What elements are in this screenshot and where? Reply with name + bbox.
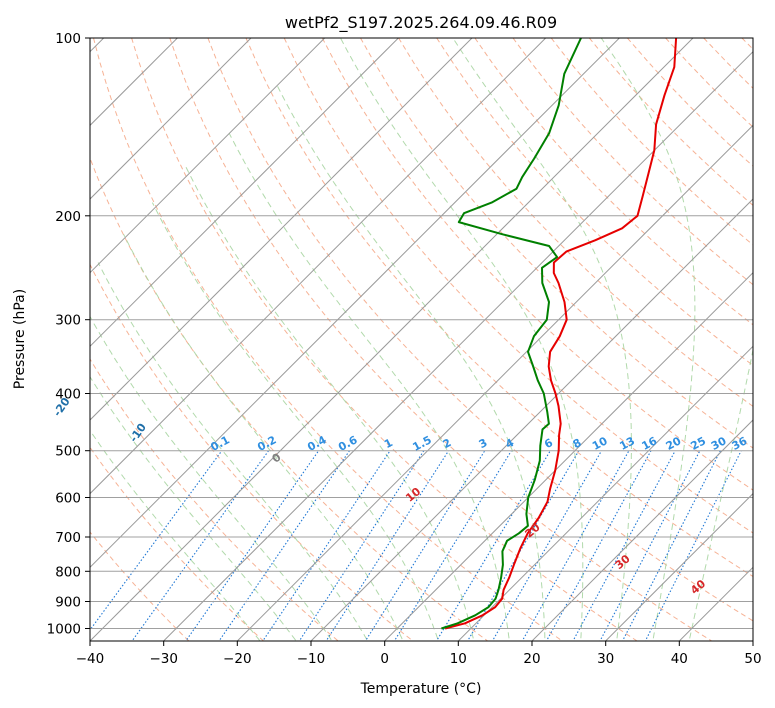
mixing-ratio-label: 36 <box>730 434 750 453</box>
x-tick-label: 40 <box>671 651 688 667</box>
dry-adiabat <box>90 263 414 641</box>
x-tick-label: −40 <box>76 651 105 667</box>
x-tick-label: −10 <box>297 651 326 667</box>
axis-ticks: −40 −30 −20 −10 0 10 20 30 40 50 1000 900 800 700 600 5… <box>47 31 762 667</box>
isotherm-line <box>383 271 753 641</box>
moist-adiabat <box>97 262 369 641</box>
moist-adiabat <box>452 38 632 641</box>
isotherm-line <box>162 50 753 641</box>
sounding-series <box>441 38 678 630</box>
dry-adiabat <box>90 358 339 641</box>
isotherm-line <box>90 38 621 569</box>
dry-adiabat <box>321 38 753 491</box>
y-tick-label: 200 <box>55 209 81 225</box>
mixing-ratio-line <box>491 450 602 641</box>
mixing-ratio-label: 10 <box>590 434 610 453</box>
moist-adiabat <box>688 347 753 641</box>
y-axis-label: Pressure (hPa) <box>12 289 28 389</box>
dry-adiabat <box>90 446 265 641</box>
isotherm-line <box>90 38 694 641</box>
dry-adiabat <box>169 38 713 641</box>
y-tick-label: 100 <box>55 31 81 47</box>
mixing-ratio-line <box>185 450 320 641</box>
mixing-ratio-line <box>298 450 425 641</box>
isotherm-line <box>457 345 753 641</box>
isotherm-line <box>310 198 753 641</box>
mixing-ratio-line <box>572 450 676 641</box>
y-tick-label: 500 <box>55 444 81 460</box>
y-tick-label: 800 <box>55 564 81 580</box>
plot-frame <box>89 37 754 642</box>
moist-adiabat <box>340 38 584 641</box>
y-tick-label: 300 <box>55 313 81 329</box>
y-tick-label: 900 <box>55 595 81 611</box>
mixing-ratio-line <box>90 450 223 631</box>
mixing-ratio-line <box>599 450 701 641</box>
isotherm-line <box>90 38 547 495</box>
mixing-ratio-label: 30 <box>709 434 729 453</box>
isotherm-line <box>90 38 179 127</box>
x-tick-label: 10 <box>450 651 467 667</box>
moist-adiabat <box>185 166 475 641</box>
isotherm-line <box>90 38 473 421</box>
y-tick-label: 400 <box>55 387 81 403</box>
moist-adiabat <box>228 133 510 641</box>
x-tick-label: 30 <box>597 651 614 667</box>
x-tick-label: −30 <box>149 651 178 667</box>
moist-adiabat <box>90 315 333 641</box>
x-tick-label: 0 <box>380 651 389 667</box>
dewpoint-line <box>441 38 582 630</box>
x-tick-label: 50 <box>744 651 761 667</box>
moist-adiabat <box>600 38 696 641</box>
isotherm-line <box>90 38 326 274</box>
dry-adiabat <box>93 38 564 641</box>
moist-adiabat <box>123 234 404 641</box>
dry-adiabat <box>398 38 753 407</box>
temperature-line <box>444 38 678 630</box>
mixing-ratio-line <box>545 450 652 641</box>
y-tick-label: 700 <box>55 530 81 546</box>
moist-adiabat <box>90 375 297 641</box>
x-axis-label: Temperature (°C) <box>360 681 482 697</box>
moist-adiabat <box>151 202 439 641</box>
mixing-ratio-line <box>262 450 391 641</box>
mixing-ratio-label: 25 <box>688 434 708 453</box>
isotherm-line <box>90 38 252 200</box>
mixing-ratio-label: 20 <box>664 434 684 453</box>
mixing-ratio-line <box>325 450 450 641</box>
mixing-ratio-label: 16 <box>640 434 660 453</box>
isotherm-line <box>90 38 400 348</box>
mixing-ratio-line <box>218 450 350 641</box>
chart-title: wetPf2_S197.2025.264.09.46.R09 <box>285 13 557 33</box>
dry-adiabat <box>131 38 638 641</box>
x-tick-label: 20 <box>523 651 540 667</box>
isotherm-line <box>604 492 753 641</box>
background-grid <box>90 38 753 641</box>
mixing-ratio-label: 13 <box>617 434 637 453</box>
dry-adiabat <box>207 38 753 622</box>
moist-adiabat <box>90 429 261 641</box>
isotherm-line <box>236 124 753 641</box>
dry-adiabat <box>283 38 753 534</box>
mixing-ratio-line <box>364 450 486 641</box>
mixing-ratio-line <box>521 450 630 641</box>
x-tick-label: −20 <box>223 651 252 667</box>
y-tick-label: 600 <box>55 491 81 507</box>
dry-adiabat <box>360 38 753 449</box>
y-tick-label: 1000 <box>47 622 81 638</box>
isotherm-line <box>531 419 753 641</box>
